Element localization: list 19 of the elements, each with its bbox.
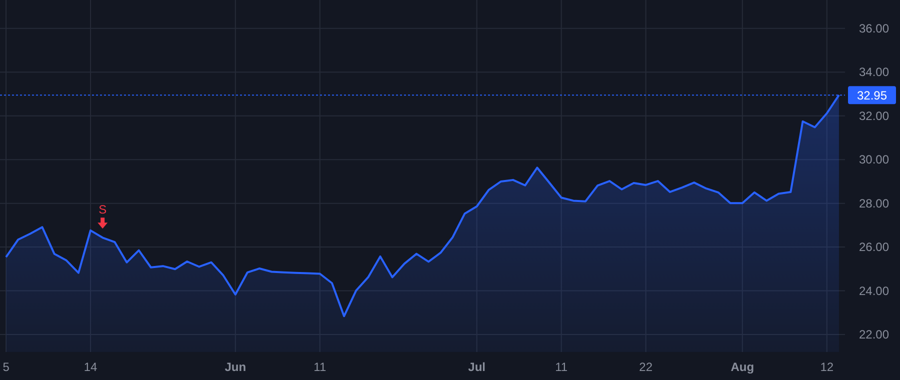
y-tick-label: 36.00 <box>858 21 890 36</box>
x-tick-label: 12 <box>820 360 834 374</box>
x-tick-label: 11 <box>314 360 326 374</box>
y-tick-label: 28.00 <box>858 196 890 210</box>
y-tick-label: 22.00 <box>858 328 890 342</box>
x-tick-label: 14 <box>84 360 98 374</box>
y-tick-label: 32.00 <box>858 108 890 123</box>
y-tick-label: 34.00 <box>858 65 890 80</box>
y-tick-label: 26.00 <box>858 240 890 254</box>
annotation: S <box>98 202 107 217</box>
x-tick-label: 5 <box>2 360 10 374</box>
y-tick-label: 24.00 <box>858 284 890 298</box>
x-tick-label: 22 <box>639 360 653 374</box>
x-tick-label: 11 <box>555 360 568 374</box>
y-tick-label: 30.00 <box>858 152 890 167</box>
x-tick-label: Aug <box>730 360 754 374</box>
x-tick-label: Jul <box>468 360 486 374</box>
x-tick-label: Jun <box>224 360 246 374</box>
ref-line-label: 32.95 <box>856 88 888 103</box>
